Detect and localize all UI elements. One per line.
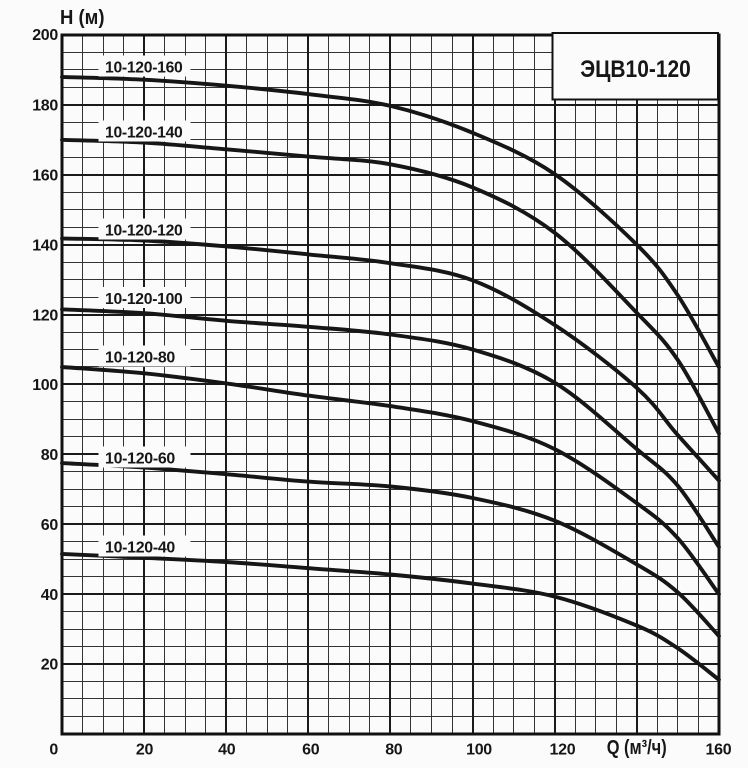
svg-text:40: 40 xyxy=(41,587,59,604)
svg-text:120: 120 xyxy=(32,307,58,324)
svg-text:10-120-160: 10-120-160 xyxy=(105,60,183,77)
svg-text:10-120-140: 10-120-140 xyxy=(105,125,183,142)
svg-text:10-120-120: 10-120-120 xyxy=(105,223,183,240)
svg-text:0: 0 xyxy=(49,742,58,759)
svg-text:80: 80 xyxy=(385,742,403,759)
svg-text:180: 180 xyxy=(32,98,58,115)
svg-text:120: 120 xyxy=(550,742,576,759)
svg-text:10-120-80: 10-120-80 xyxy=(105,350,175,367)
svg-text:40: 40 xyxy=(218,742,236,759)
svg-text:80: 80 xyxy=(41,447,59,464)
svg-text:20: 20 xyxy=(136,742,154,759)
svg-text:60: 60 xyxy=(302,742,320,759)
svg-text:160: 160 xyxy=(706,742,732,759)
svg-text:160: 160 xyxy=(32,168,58,185)
svg-text:140: 140 xyxy=(32,237,58,254)
svg-text:ЭЦВ10-120: ЭЦВ10-120 xyxy=(580,56,691,83)
svg-text:100: 100 xyxy=(466,742,492,759)
svg-text:10-120-60: 10-120-60 xyxy=(105,451,175,468)
svg-text:20: 20 xyxy=(41,657,59,674)
svg-text:10-120-40: 10-120-40 xyxy=(105,540,175,557)
svg-text:60: 60 xyxy=(41,517,59,534)
svg-text:H (м): H (м) xyxy=(60,7,105,29)
svg-text:200: 200 xyxy=(32,27,58,44)
svg-text:Q (м³/ч): Q (м³/ч) xyxy=(607,737,667,759)
svg-text:10-120-100: 10-120-100 xyxy=(105,291,183,308)
svg-text:100: 100 xyxy=(32,377,58,394)
